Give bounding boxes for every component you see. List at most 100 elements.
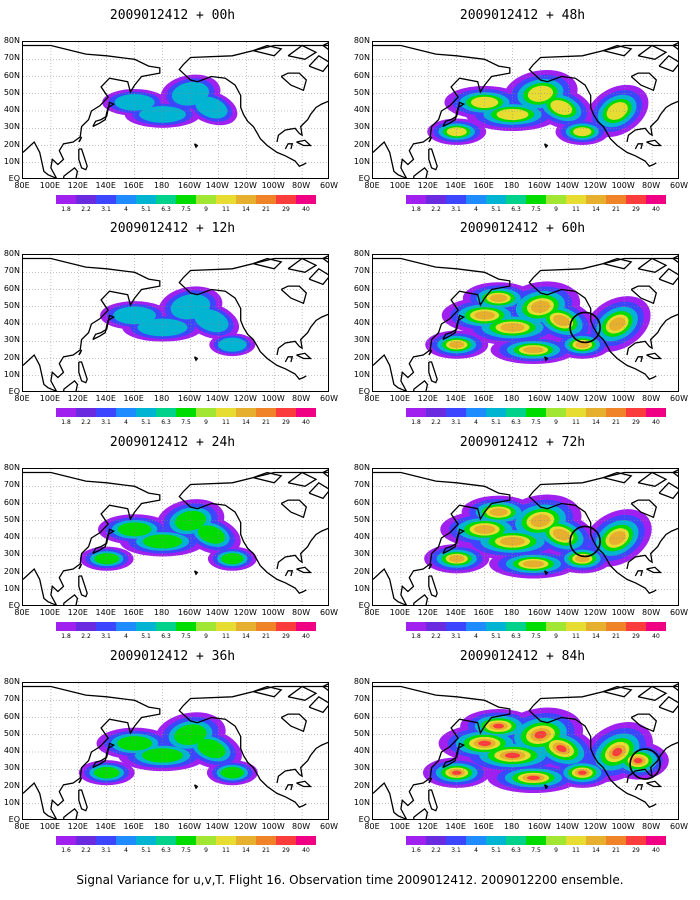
contour-map [373,42,678,178]
colorbar-swatch [546,195,566,204]
coastline [543,356,549,362]
colorbar [56,195,316,204]
longitude-tick-label: 80E [364,181,380,190]
variance-contour [608,531,626,545]
map-area [372,468,679,606]
coastline [442,314,466,341]
colorbar-swatch [606,195,626,204]
latitude-tick-label: 20N [3,781,20,790]
colorbar-swatch [196,195,216,204]
longitude-tick-label: 180 [153,822,170,831]
coastline [528,685,678,808]
longitude-tick-label: 100W [261,608,285,617]
latitude-tick-label: 60N [353,712,370,721]
coastline [193,784,199,790]
figure-caption: Signal Variance for u,v,T. Flight 16. Ob… [76,873,624,887]
coastline [253,471,283,484]
colorbar-swatch [236,836,256,845]
coastline [428,777,433,784]
coastline [62,594,79,605]
coastline [630,72,658,92]
colorbar-swatch [426,408,446,417]
longitude-tick-label: 140W [205,608,229,617]
coastline [543,143,549,149]
colorbar-swatch [136,408,156,417]
colorbar-swatch [646,622,666,631]
coastline [373,685,511,819]
colorbar-label: 3.1 [451,633,461,640]
longitude-tick-label: 120E [417,394,438,403]
latitude-tick-label: 30N [353,336,370,345]
colorbar-label: 29 [282,633,290,640]
colorbar-label: 2.2 [81,633,91,640]
colorbar-label: 40 [302,206,310,213]
colorbar-swatch [276,622,296,631]
latitude-tick-label: 50N [3,729,20,738]
colorbar-swatch [216,622,236,631]
colorbar-label: 3.1 [101,633,111,640]
colorbar-label: 11 [222,847,230,854]
colorbar-label: 40 [302,847,310,854]
colorbar-swatch [526,408,546,417]
longitude-tick-label: 120W [583,181,607,190]
coastline [672,42,678,50]
colorbar-label: 1.8 [411,419,421,426]
longitude-tick-label: 80W [642,181,661,190]
longitude-tick-label: 140E [445,822,466,831]
variance-contour [523,346,544,354]
coastline [373,44,511,178]
longitude-tick-label: 120E [67,822,88,831]
colorbar-swatch [426,836,446,845]
variance-contour [550,100,573,115]
longitude-tick-label: 120W [233,394,257,403]
longitude-tick-label: 120E [417,608,438,617]
latitude-tick-label: 40N [353,106,370,114]
colorbar-swatch [96,195,116,204]
longitude-tick-label: 160W [527,608,552,617]
panel-title: 2009012412 + 00h [109,8,236,23]
longitude-tick-label: 180 [153,608,170,617]
variance-contour [578,770,587,775]
variance-contour [194,308,229,333]
longitude-tick-label: 140W [555,181,579,190]
colorbar-label: 29 [282,206,290,213]
colorbar-label: 21 [262,419,270,426]
coastline [634,143,644,150]
map-area [372,254,679,392]
colorbar-swatch [626,622,646,631]
coastline [428,349,433,356]
latitude-tick-label: 40N [3,106,20,114]
longitude-tick-label: 120W [583,608,607,617]
colorbar-swatch [76,622,96,631]
variance-contour [221,553,244,565]
coastline [62,167,79,178]
colorbar-label: 3.1 [451,206,461,213]
longitude-tick-label: 80W [292,608,311,617]
latitude-tick-label: 30N [3,550,20,559]
coastline [296,566,313,574]
coastline [23,257,161,391]
colorbar-label: 29 [282,419,290,426]
map-panel: 2009012412 + 24h 80N 70N 60N 50N 40N 30N 20N 10N… [0,427,345,642]
colorbar-swatch [466,622,486,631]
colorbar-swatch [56,408,76,417]
coastline [284,356,294,363]
colorbar-swatch [526,622,546,631]
colorbar-label: 5.1 [141,847,151,854]
longitude-tick-label: 120W [583,822,607,831]
colorbar-label: 29 [282,847,290,854]
latitude-tick-label: 70N [353,267,370,276]
latitude-tick-label: 30N [3,123,20,132]
coastline [276,313,328,356]
contour-map [23,469,328,605]
coastline [178,257,328,380]
longitude-tick-label: 160E [123,822,144,831]
colorbar-swatch [406,195,426,204]
latitude-tick-label: 60N [353,71,370,80]
colorbar-swatch [76,195,96,204]
coastline [630,499,658,519]
colorbar-swatch [156,195,176,204]
coastline [193,570,199,576]
colorbar-label: 21 [612,419,620,426]
latitude-tick-label: 60N [3,71,20,80]
